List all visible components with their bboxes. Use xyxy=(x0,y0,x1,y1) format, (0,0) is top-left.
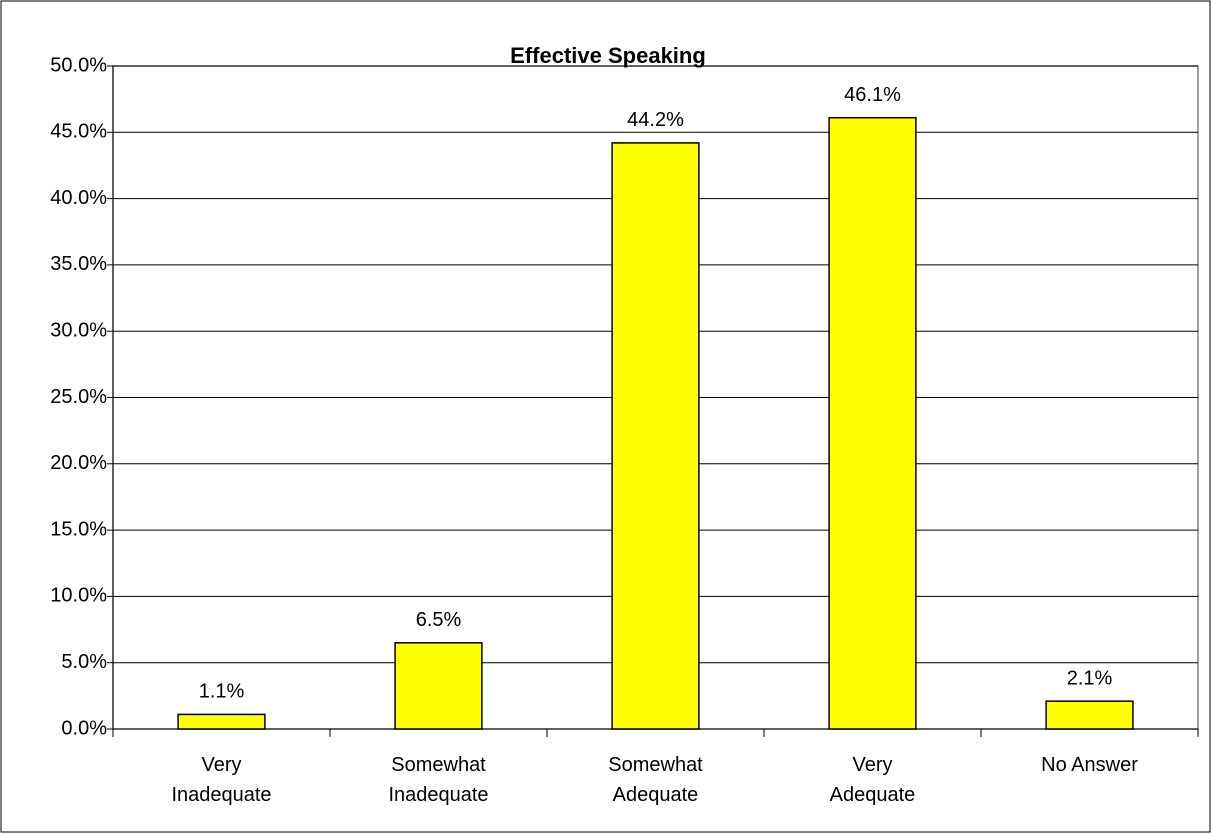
y-tick-label: 25.0% xyxy=(50,386,107,408)
y-tick-label: 35.0% xyxy=(50,253,107,275)
x-tick-label: Somewhat Adequate xyxy=(608,754,703,806)
y-tick-label: 20.0% xyxy=(50,452,107,474)
y-tick-label: 10.0% xyxy=(50,585,107,607)
y-tick-label: 30.0% xyxy=(50,319,107,341)
x-tick-label: No Answer xyxy=(1041,754,1138,776)
data-label: 1.1% xyxy=(199,681,245,703)
y-tick-label: 45.0% xyxy=(50,121,107,143)
x-tick-label: Very Adequate xyxy=(829,754,916,806)
bar xyxy=(394,642,483,730)
x-tick-label: Very Inadequate xyxy=(171,754,272,806)
data-label: 46.1% xyxy=(844,84,901,106)
chart-title: Effective Speaking xyxy=(510,43,706,68)
y-tick-label: 15.0% xyxy=(50,518,107,540)
data-label: 6.5% xyxy=(416,609,462,631)
bar xyxy=(611,142,700,730)
data-label: 44.2% xyxy=(627,109,684,131)
y-tick-label: 0.0% xyxy=(61,717,107,739)
bar xyxy=(828,116,917,730)
y-tick-label: 50.0% xyxy=(50,54,107,76)
bar xyxy=(177,713,266,730)
data-label: 2.1% xyxy=(1067,667,1113,689)
y-tick-label: 40.0% xyxy=(50,187,107,209)
y-tick-label: 5.0% xyxy=(61,651,107,673)
x-tick-label: Somewhat Inadequate xyxy=(388,754,489,806)
bar xyxy=(1045,700,1134,730)
